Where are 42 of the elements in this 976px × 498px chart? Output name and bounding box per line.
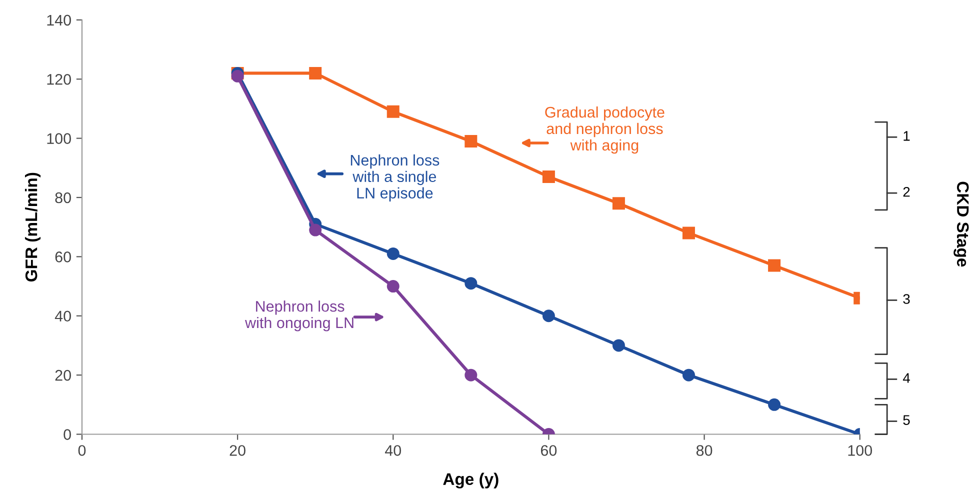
series-label: Gradual podocyte and nephron loss with aging: [545, 106, 664, 154]
text: 3: [903, 294, 910, 304]
y-tick-label: 140: [47, 14, 71, 26]
point: [386, 280, 400, 293]
text: Nephron loss with ongoing LN: [244, 300, 354, 332]
point: [386, 105, 400, 118]
text: 5: [903, 415, 910, 425]
point: [464, 368, 478, 382]
x-tick-label: 60: [540, 445, 557, 456]
point: [464, 277, 478, 290]
x-tick-label: 100: [848, 445, 872, 456]
text: 2: [903, 186, 910, 197]
point: [542, 310, 555, 322]
y-tick-label: 120: [47, 74, 71, 85]
text: 1: [904, 131, 910, 141]
point: [309, 66, 322, 80]
y-tick-label: 100: [47, 133, 71, 144]
y-tick-label: 0: [64, 429, 71, 440]
y-tick-label: 40: [54, 310, 71, 322]
point: [768, 259, 781, 272]
x-tick-label: 20: [230, 445, 246, 456]
point: [231, 70, 244, 82]
text: 4: [902, 373, 910, 383]
legend-label: Nephron loss with a single LN episode: [350, 154, 440, 202]
x-tick-label: 80: [696, 445, 712, 456]
point: [612, 339, 625, 352]
y-tick-label: 20: [55, 370, 71, 381]
point: [309, 224, 322, 236]
point: [682, 368, 695, 382]
x-axis-title: Age (y): [443, 472, 498, 488]
point: [386, 247, 400, 260]
point: [768, 398, 781, 411]
x-tick-label: 0: [78, 445, 86, 456]
text: CKD Stage: [954, 182, 969, 267]
y-axis-title: GFR (mL/min): [24, 172, 41, 282]
point: [464, 135, 478, 148]
y-tick-label: 60: [55, 252, 71, 262]
point: [542, 170, 555, 184]
y-tick-label: 80: [55, 192, 71, 204]
point: [612, 197, 625, 210]
point: [682, 226, 695, 240]
x-tick-label: 40: [384, 445, 402, 456]
